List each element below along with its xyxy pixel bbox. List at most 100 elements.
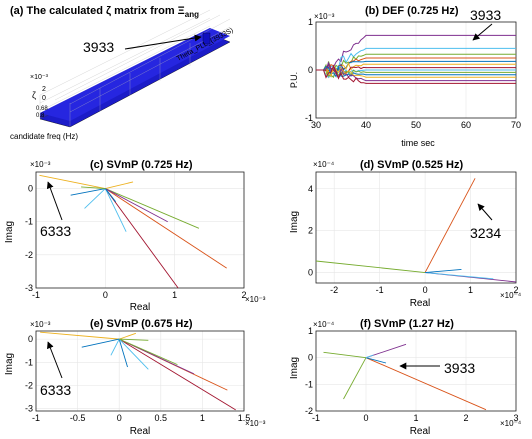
callout-3933-f: 3933 (444, 360, 475, 376)
panel-e-xtick-label-3: 0.5 (155, 413, 168, 423)
panel-c-vector-8 (105, 181, 134, 190)
callout-6333-c: 6333 (40, 223, 71, 239)
panel-b-title: (b) DEF (0.725 Hz) (365, 5, 459, 17)
panel-b-xtick-label-0: 30 (311, 120, 321, 130)
panel-f-xlabel: Real (410, 426, 431, 437)
panel-d-vector-1 (315, 260, 426, 273)
panel-f-vector-3 (343, 357, 367, 400)
freq-tick-08: 0.8 (36, 113, 45, 119)
panel-d-xtick-label-0: -2 (330, 285, 338, 295)
panel-e-y-exponent: ×10⁻³ (30, 320, 51, 329)
z-exponent: ×10⁻³ (30, 74, 49, 81)
panel-b-series-5 (316, 62, 516, 79)
panel-c-plot: -1 0 1 2 -3 -2 -1 0 (25, 171, 247, 300)
panel-f-y-exponent: ×10⁻⁴ (313, 320, 335, 329)
panel-c-vector-4 (105, 188, 168, 223)
callout-arrow-a (124, 34, 202, 50)
panel-e-xtick-label-2: 0 (117, 413, 122, 423)
panel-c-ytick-label-2: -1 (25, 217, 33, 227)
panel-f: (f) SVmP (1.27 Hz) ×10⁻⁴ ×10⁻⁴ Imag Real… (289, 318, 522, 437)
panel-c-vector-0 (39, 174, 106, 190)
panel-e-ytick-label-1: -2 (25, 380, 33, 390)
panel-d-x-exponent: ×10⁻⁴ (500, 291, 522, 300)
panel-c-xlabel: Real (130, 302, 151, 313)
panel-c-x-exponent: ×10⁻³ (245, 295, 266, 304)
callout-arrow-c (46, 181, 63, 221)
panel-c-axes-box (35, 171, 245, 289)
z-tick-0: 0 (42, 95, 46, 102)
panel-c-vector-10 (104, 188, 117, 203)
panel-d-plot: -2 -1 0 1 2 0 2 4 (308, 171, 519, 295)
panel-b-series-1 (316, 47, 516, 76)
panel-c-ylabel: Imag (4, 221, 15, 243)
panel-e-vector-1 (118, 338, 236, 411)
panel-e-ytick-label-3: 0 (28, 334, 33, 344)
panel-e-vector-10 (119, 338, 149, 341)
panel-c-vector-3 (105, 188, 200, 229)
panel-b-series-8 (316, 63, 516, 79)
panel-f-vector-4 (365, 357, 387, 364)
panel-e-vector-7 (110, 338, 120, 356)
panel-b: (b) DEF (0.725 Hz) ×10⁻³ P.U. time sec 3… (289, 5, 521, 148)
panel-d-ytick-label-1: 2 (308, 226, 313, 236)
panel-f-xtick-label-0: -1 (312, 413, 320, 423)
panel-e-vector-5 (118, 338, 149, 370)
panel-e-vector-6 (118, 338, 128, 368)
panel-d-xtick-label-4: 2 (513, 285, 518, 295)
panel-b-series-9 (316, 65, 516, 78)
panel-e-xlabel: Real (130, 426, 151, 437)
panel-e-xtick-label-0: -1 (32, 413, 40, 423)
panel-f-title: (f) SVmP (1.27 Hz) (360, 318, 454, 330)
callout-3933-a: 3933 (83, 39, 114, 55)
panel-b-exponent: ×10⁻³ (314, 12, 335, 21)
panel-e-vector-0 (40, 331, 120, 340)
zeta-matrix-3d (39, 9, 231, 128)
panel-c-xtick-label-2: 1 (172, 290, 177, 300)
panel-f-vector-5 (365, 354, 374, 359)
panel-d-ytick-label-2: 4 (308, 184, 313, 194)
grid-3d (39, 9, 231, 127)
panel-b-xtick-label-4: 70 (511, 120, 521, 130)
panel-f-xtick-label-1: 0 (363, 413, 368, 423)
z-tick-2: 2 (42, 86, 46, 93)
panel-d-vector-4 (425, 268, 462, 273)
panel-f-vector-1 (323, 351, 367, 359)
panel-e-vector-8 (81, 338, 120, 348)
panel-e-axes-box (35, 330, 245, 412)
panel-c-vector-1 (105, 188, 227, 269)
panel-e-title: (e) SVmP (0.675 Hz) (90, 318, 193, 330)
panel-f-vector-0 (365, 357, 487, 411)
panel-c-ytick-label-3: 0 (28, 184, 33, 194)
panel-c-xtick-label-1: 0 (103, 290, 108, 300)
panel-b-ylabel: P.U. (289, 72, 299, 88)
panel-e-xtick-label-4: 1 (200, 413, 205, 423)
candidate-freq-label: candidate freq (Hz) (10, 132, 78, 141)
panel-b-series-0 (316, 34, 516, 73)
panel-a-title: (a) The calculated ζ matrix from Ξang (10, 5, 199, 19)
panel-d-xlabel: Real (410, 298, 431, 309)
panel-b-plot: 30 40 50 60 70 -1 0 1 (305, 17, 521, 130)
panel-b-ytick-label-2: 1 (308, 17, 313, 27)
callout-3234-d: 3234 (470, 225, 501, 241)
panel-b-xlabel: time sec (401, 138, 435, 148)
panel-d-vector-3 (425, 272, 494, 280)
panel-d-ylabel: Imag (289, 211, 300, 233)
freq-tick-068: 0.68 (36, 106, 48, 112)
panel-b-ytick-label-0: -1 (305, 113, 313, 123)
panel-f-ytick-label-2: 0 (308, 353, 313, 363)
panel-f-ytick-label-1: -1 (305, 379, 313, 389)
panel-f-ytick-label-0: -2 (305, 406, 313, 416)
panel-f-xtick-label-3: 2 (463, 413, 468, 423)
panel-c-vector-9 (81, 186, 106, 190)
panel-c-title: (c) SVmP (0.725 Hz) (90, 159, 193, 171)
panel-f-x-exponent: ×10⁻⁴ (500, 419, 522, 428)
panel-e-ytick-label-0: -3 (25, 404, 33, 414)
panel-b-series-6 (316, 62, 516, 76)
panel-c-xtick-label-3: 2 (241, 290, 246, 300)
panel-d-ytick-label-0: 0 (308, 268, 313, 278)
callout-arrow-d (477, 203, 493, 221)
panel-c-ytick-label-0: -3 (25, 283, 33, 293)
panel-e: (e) SVmP (0.675 Hz) ×10⁻³ ×10⁻³ Imag Rea… (4, 318, 266, 437)
panel-e-ytick-label-2: -1 (25, 357, 33, 367)
